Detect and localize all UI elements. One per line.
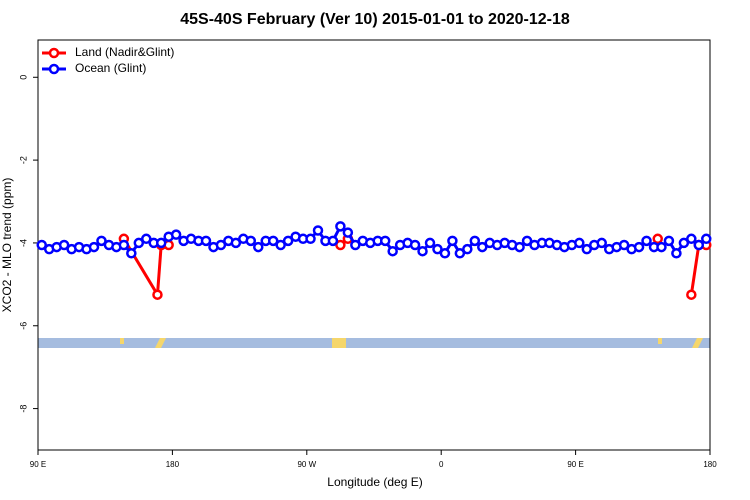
data-point [267,235,279,247]
data-point [230,237,242,249]
data-point [432,243,443,255]
data-point [350,239,361,251]
chart-title: 45S-40S February (Ver 10) 2015-01-01 to … [180,11,570,28]
data-point [701,233,712,245]
y-tick-label: -6 [18,322,28,330]
x-axis-label: Longitude (deg E) [327,475,422,489]
data-point [521,235,533,247]
data-point [215,239,227,251]
data-point [447,235,458,247]
data-point [335,221,346,232]
data-point [387,245,398,257]
data-point [152,289,163,300]
data-point [618,239,630,251]
data-point [596,237,607,249]
data-point [652,233,663,245]
data-point [454,248,466,259]
data-point [275,239,286,251]
y-tick-label: -8 [18,405,28,413]
data-point [335,239,346,251]
data-point [96,235,107,247]
data-point [327,235,339,247]
legend-marker [48,47,60,59]
data-point [88,241,100,253]
data-point [245,235,257,247]
data-point [118,239,130,251]
data-point [671,248,682,259]
data-point [312,225,324,236]
data-point [574,237,585,249]
x-tick-label: 90 W [297,460,316,469]
x-tick-label: 0 [439,460,444,469]
data-point [379,235,391,247]
x-tick-label: 180 [166,460,180,469]
data-point [417,245,428,257]
legend-marker [48,63,60,75]
data-point [656,241,667,253]
data-point [424,237,436,249]
data-point [126,248,137,259]
legend-label: Ocean (Glint) [75,61,146,75]
data-point [693,239,705,251]
data-point [170,229,182,240]
data-point [686,233,697,245]
data-point [342,227,354,238]
y-axis-label: XCO2 - MLO trend (ppm) [0,178,14,313]
x-tick-label: 180 [703,460,717,469]
data-point [253,241,264,253]
y-tick-label: -2 [18,156,28,164]
data-point [462,243,473,255]
legend-label: Land (Nadir&Glint) [75,45,174,59]
data-point [686,289,697,300]
data-point [141,233,152,245]
data-point [305,233,316,245]
data-point [581,243,593,255]
data-point [477,241,488,253]
data-point [663,235,675,247]
land-mask-strip [38,338,710,348]
x-tick-label: 90 E [567,460,583,469]
data-point [641,235,652,247]
y-tick-label: -4 [18,239,28,247]
data-point [200,235,212,247]
data-point [155,237,167,249]
data-point [678,237,690,249]
data-point [133,237,145,249]
data-point [58,239,70,251]
data-point [282,235,294,247]
y-tick-label: 0 [18,75,28,80]
data-point [514,241,525,253]
data-point [633,241,645,253]
data-point [36,239,47,251]
data-point [469,235,481,247]
x-tick-label: 90 E [30,460,46,469]
data-point [439,248,451,259]
data-point [409,239,421,251]
